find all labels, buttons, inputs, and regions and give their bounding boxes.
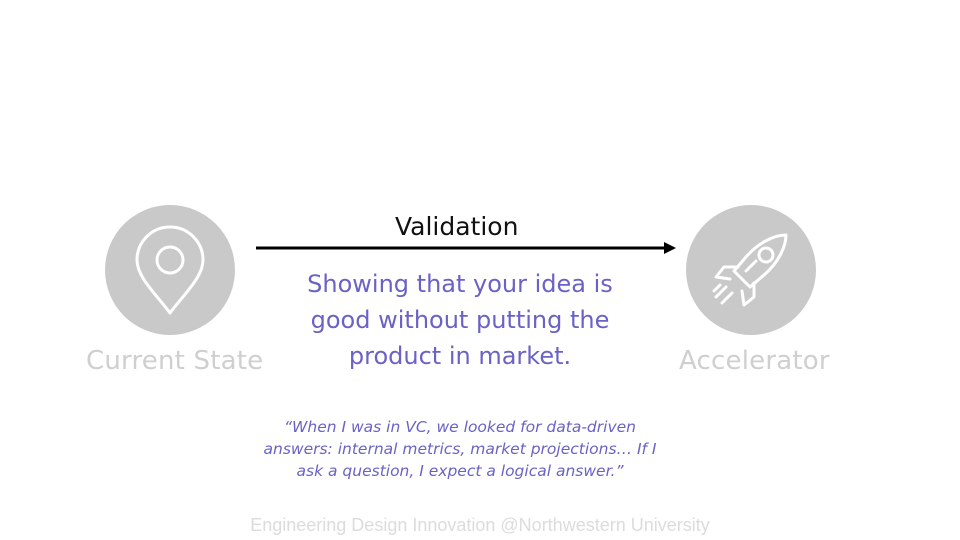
accelerator-label: Accelerator	[679, 346, 830, 376]
current-state-circle	[105, 205, 235, 335]
validation-title: Validation	[395, 212, 519, 241]
vc-quote: “When I was in VC, we looked for data-dr…	[263, 418, 657, 480]
map-pin-icon	[135, 225, 205, 315]
rocket-icon	[712, 233, 788, 307]
current-state-label: Current State	[86, 346, 264, 376]
validation-definition: Showing that your idea is good without p…	[307, 270, 613, 370]
footer-credit: Engineering Design Innovation @Northwest…	[250, 515, 710, 535]
validation-arrow	[256, 242, 676, 254]
accelerator-circle	[686, 205, 816, 335]
